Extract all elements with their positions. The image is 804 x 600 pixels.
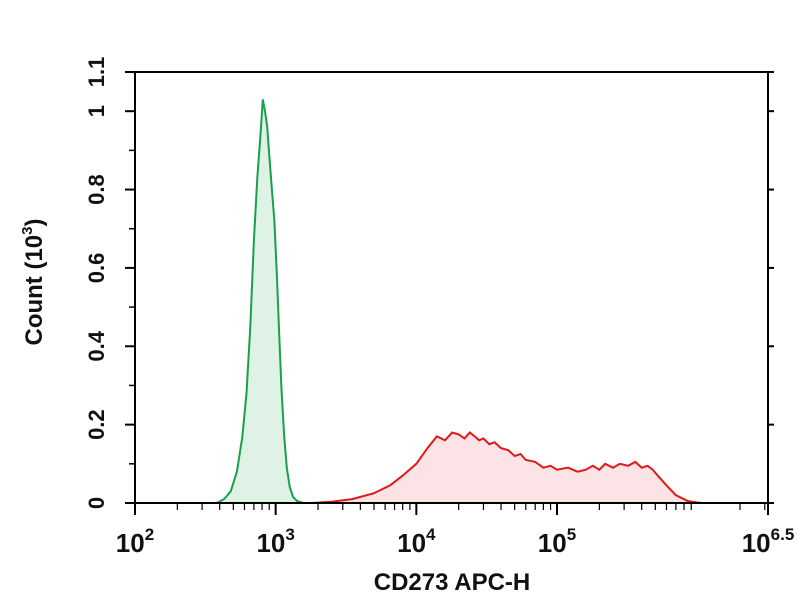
x-tick-label-4: 106.5 xyxy=(742,525,795,558)
y-tick-label-0: 0 xyxy=(84,497,109,509)
labels-layer: 0 0.2 0.4 0.6 0.8 1 1.1 102 103 104 105 106.5 CD273 … xyxy=(19,57,794,596)
x-tick-label-2: 104 xyxy=(397,525,436,558)
plot-frame xyxy=(134,71,769,504)
series-1-line xyxy=(311,431,704,504)
y-tick-label-5: 1 xyxy=(84,105,109,117)
x-axis-title: CD273 APC-H xyxy=(374,569,530,596)
x-tick-label-3: 105 xyxy=(538,525,576,558)
y-tick-label-6: 1.1 xyxy=(84,57,109,88)
series-layer xyxy=(216,99,704,504)
y-tick-label-4: 0.8 xyxy=(84,174,109,205)
series-0-area xyxy=(216,99,305,504)
y-tick-label-3: 0.6 xyxy=(84,253,109,284)
y-axis-title: Count (103) xyxy=(19,218,48,345)
y-tick-label-2: 0.4 xyxy=(84,330,109,361)
x-tick-label-1: 103 xyxy=(256,525,294,558)
series-0-line xyxy=(216,99,305,504)
series-1-area xyxy=(311,432,704,503)
axes-layer xyxy=(125,71,774,515)
y-tick-label-1: 0.2 xyxy=(84,409,109,440)
x-tick-label-0: 102 xyxy=(116,525,154,558)
